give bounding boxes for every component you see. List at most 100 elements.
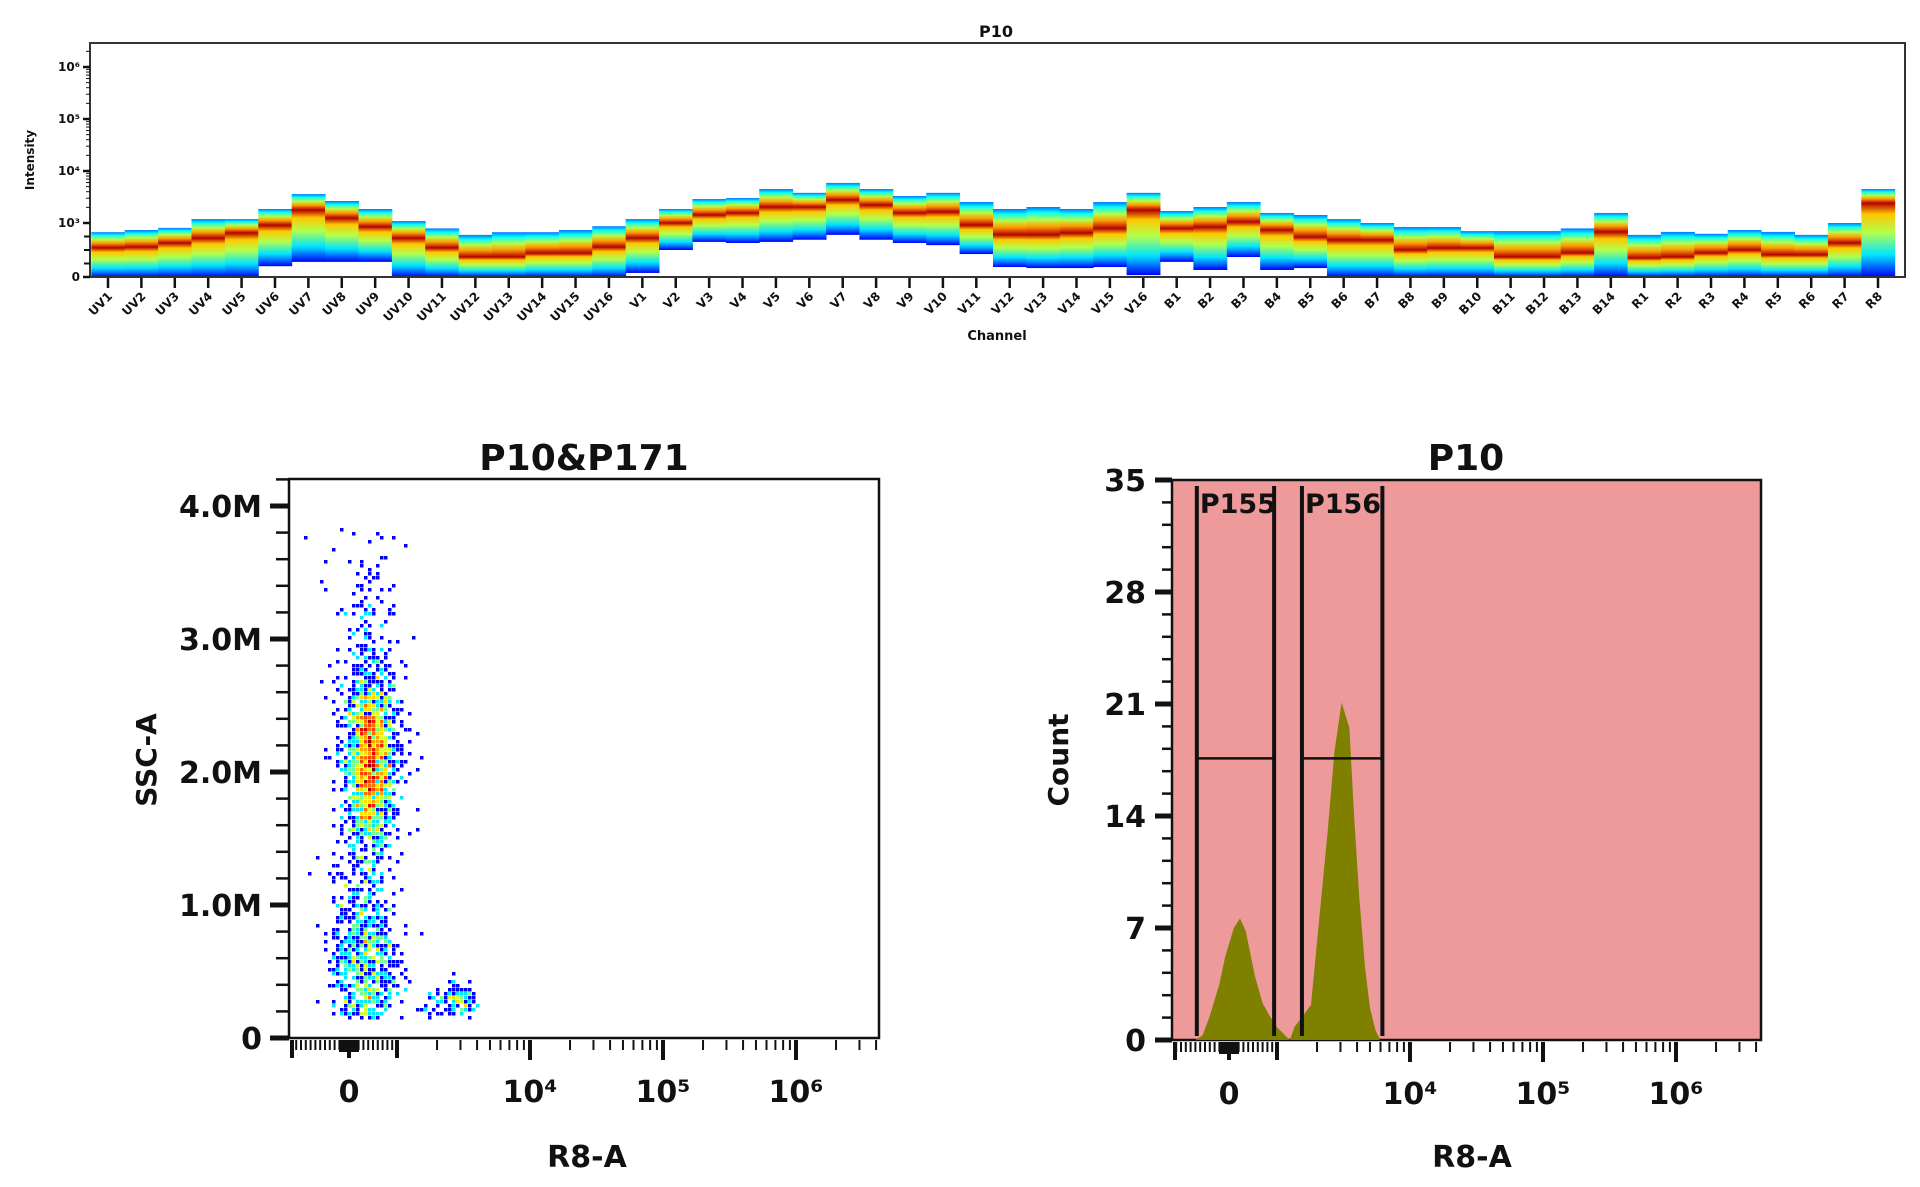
- scatter-point: [388, 748, 392, 752]
- scatter-point: [344, 676, 348, 680]
- spectrum-x-tick-label: B8: [1395, 289, 1417, 311]
- scatter-point: [348, 812, 352, 816]
- histogram-ylabel: Count: [1042, 713, 1075, 806]
- spectrum-column: [1193, 207, 1228, 270]
- scatter-point: [364, 772, 368, 776]
- scatter-point: [388, 764, 392, 768]
- scatter-point: [348, 956, 352, 960]
- scatter-point: [392, 688, 396, 692]
- scatter-point: [372, 1000, 376, 1004]
- scatter-point: [316, 1000, 320, 1004]
- scatter-point: [348, 740, 352, 744]
- scatter-point: [376, 844, 380, 848]
- scatter-point: [384, 756, 388, 760]
- scatter-point: [360, 940, 364, 944]
- scatter-point: [364, 796, 368, 800]
- scatter-point: [376, 840, 380, 844]
- scatter-point: [384, 968, 388, 972]
- scatter-point: [392, 816, 396, 820]
- scatter-point: [384, 996, 388, 1000]
- spectrum-x-tick-label: UV10: [381, 289, 416, 324]
- scatter-point: [400, 972, 404, 976]
- gate-p155[interactable]: P155: [1194, 486, 1277, 1036]
- scatter-point: [360, 652, 364, 656]
- scatter-point: [392, 768, 396, 772]
- scatter-point: [344, 800, 348, 804]
- scatter-point: [376, 716, 380, 720]
- spectrum-y-tick-label: 0: [72, 270, 80, 284]
- scatter-point: [352, 776, 356, 780]
- scatter-point: [344, 968, 348, 972]
- spectrum-column: [558, 230, 593, 277]
- y-tick-label: 2.0M: [179, 756, 262, 791]
- gate-p156[interactable]: P156: [1299, 486, 1385, 1036]
- scatter-point: [360, 796, 364, 800]
- spectrum-x-tick-label: V9: [894, 289, 916, 311]
- scatter-point: [364, 668, 368, 672]
- scatter-point: [364, 876, 368, 880]
- scatter-point: [368, 720, 372, 724]
- scatter-point: [476, 1004, 480, 1008]
- scatter-point: [332, 932, 336, 936]
- scatter-point: [336, 948, 340, 952]
- spectrum-column: [1093, 202, 1128, 268]
- scatter-point: [332, 700, 336, 704]
- scatter-point: [360, 664, 364, 668]
- scatter-point: [364, 808, 368, 812]
- scatter-point: [348, 1012, 352, 1016]
- scatter-point: [372, 840, 376, 844]
- scatter-point: [396, 984, 400, 988]
- scatter-point: [376, 940, 380, 944]
- scatter-point: [396, 960, 400, 964]
- scatter-point: [464, 992, 468, 996]
- scatter-point: [380, 828, 384, 832]
- spectrum-x-tick-label: B10: [1456, 289, 1484, 317]
- scatter-point: [372, 860, 376, 864]
- spectrum-x-tick-label: V4: [727, 289, 749, 311]
- scatter-point: [348, 1016, 352, 1020]
- scatter-point: [380, 836, 384, 840]
- scatter-point: [344, 764, 348, 768]
- scatter-point: [392, 536, 396, 540]
- scatter-point: [356, 804, 360, 808]
- histogram-gates[interactable]: P155 P156: [1194, 486, 1385, 1036]
- scatter-point: [368, 808, 372, 812]
- scatter-point: [360, 820, 364, 824]
- scatter-point: [380, 984, 384, 988]
- scatter-point: [380, 952, 384, 956]
- scatter-point: [336, 708, 340, 712]
- scatter-point: [380, 668, 384, 672]
- scatter-point: [352, 872, 356, 876]
- scatter-point: [364, 956, 368, 960]
- scatter-point: [380, 924, 384, 928]
- scatter-point: [460, 988, 464, 992]
- spectrum-column: [1527, 231, 1562, 277]
- scatter-point: [392, 964, 396, 968]
- scatter-point: [340, 912, 344, 916]
- scatter-point: [368, 788, 372, 792]
- scatter-point: [420, 1008, 424, 1012]
- scatter-point: [356, 964, 360, 968]
- scatter-point: [348, 780, 352, 784]
- scatter-point: [360, 788, 364, 792]
- scatter-point: [352, 684, 356, 688]
- scatter-point: [368, 572, 372, 576]
- scatter-point: [352, 728, 356, 732]
- scatter-point: [324, 940, 328, 944]
- scatter-point: [332, 824, 336, 828]
- scatter-point: [344, 996, 348, 1000]
- scatter-point: [344, 788, 348, 792]
- scatter-point: [352, 816, 356, 820]
- scatter-point: [468, 996, 472, 1000]
- scatter-point: [348, 772, 352, 776]
- scatter-point: [380, 936, 384, 940]
- scatter-point: [360, 684, 364, 688]
- scatter-point: [356, 896, 360, 900]
- scatter-point: [392, 612, 396, 616]
- spectrum-x-tick-label: UV6: [253, 289, 282, 318]
- scatter-point: [376, 708, 380, 712]
- scatter-point: [348, 940, 352, 944]
- scatter-point: [316, 856, 320, 860]
- scatter-point: [344, 700, 348, 704]
- scatter-point: [344, 936, 348, 940]
